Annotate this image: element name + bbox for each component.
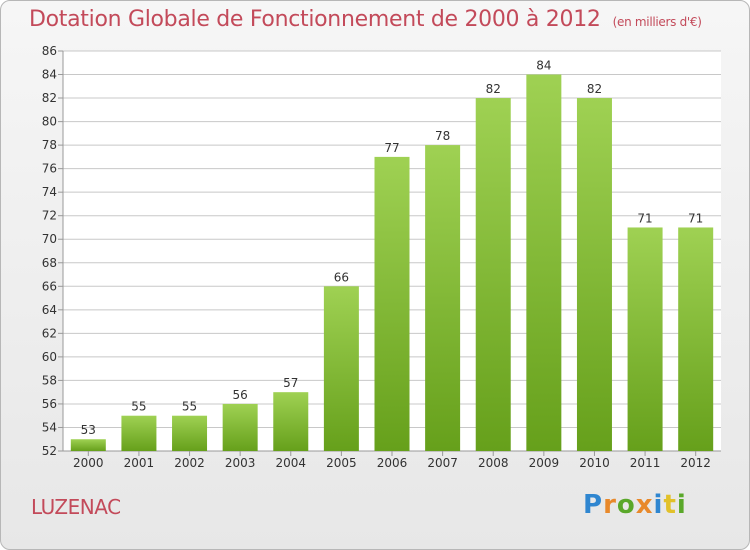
data-label: 56	[233, 388, 248, 402]
x-tick-label: 2006	[377, 456, 408, 470]
y-tick-label: 78	[42, 138, 57, 152]
x-tick-label: 2002	[174, 456, 205, 470]
place-name: LUZENAC	[31, 495, 121, 519]
y-tick-label: 66	[42, 279, 57, 293]
bar	[70, 439, 106, 451]
x-tick-label: 2012	[680, 456, 711, 470]
bar	[475, 98, 511, 451]
proxiti-logo: Proxiti	[583, 490, 687, 520]
y-tick-label: 86	[42, 44, 57, 58]
data-label: 82	[587, 82, 602, 96]
y-tick-label: 84	[42, 68, 57, 82]
data-label: 84	[536, 59, 551, 73]
bar	[172, 415, 208, 451]
y-tick-label: 82	[42, 91, 57, 105]
y-tick-label: 80	[42, 115, 57, 129]
y-tick-label: 74	[42, 185, 57, 199]
x-tick-label: 2010	[579, 456, 610, 470]
y-tick-label: 70	[42, 232, 57, 246]
y-tick-label: 64	[42, 303, 57, 317]
data-label: 71	[637, 211, 652, 225]
data-label: 77	[384, 141, 399, 155]
x-tick-label: 2004	[275, 456, 306, 470]
bar	[627, 227, 663, 451]
y-tick-label: 54	[42, 420, 57, 434]
data-label: 55	[131, 400, 146, 414]
x-tick-label: 2005	[326, 456, 357, 470]
bar	[678, 227, 714, 451]
y-tick-label: 68	[42, 256, 57, 270]
bar	[576, 98, 612, 451]
bar	[374, 156, 410, 451]
y-tick-label: 72	[42, 209, 57, 223]
bar	[121, 415, 157, 451]
x-tick-label: 2011	[630, 456, 661, 470]
y-tick-label: 58	[42, 373, 57, 387]
y-tick-label: 76	[42, 162, 57, 176]
data-label: 78	[435, 129, 450, 143]
y-tick-label: 52	[42, 444, 57, 458]
data-label: 82	[486, 82, 501, 96]
data-label: 53	[81, 423, 96, 437]
bar	[273, 392, 309, 451]
data-label: 66	[334, 270, 349, 284]
x-tick-label: 2009	[529, 456, 560, 470]
x-tick-label: 2000	[73, 456, 104, 470]
data-label: 71	[688, 211, 703, 225]
chart-title-text: Dotation Globale de Fonctionnement de 20…	[29, 7, 601, 32]
data-label: 57	[283, 376, 298, 390]
y-tick-label: 56	[42, 397, 57, 411]
chart-units: (en milliers d'€)	[612, 15, 702, 29]
x-tick-label: 2007	[427, 456, 458, 470]
x-tick-label: 2008	[478, 456, 509, 470]
x-tick-label: 2003	[225, 456, 256, 470]
y-tick-label: 62	[42, 326, 57, 340]
data-label: 55	[182, 400, 197, 414]
chart-title: Dotation Globale de Fonctionnement de 20…	[29, 7, 702, 32]
bar	[526, 74, 562, 451]
y-tick-label: 60	[42, 350, 57, 364]
bar	[222, 403, 258, 451]
bar	[323, 286, 359, 451]
x-tick-label: 2001	[124, 456, 155, 470]
bar	[425, 145, 461, 451]
